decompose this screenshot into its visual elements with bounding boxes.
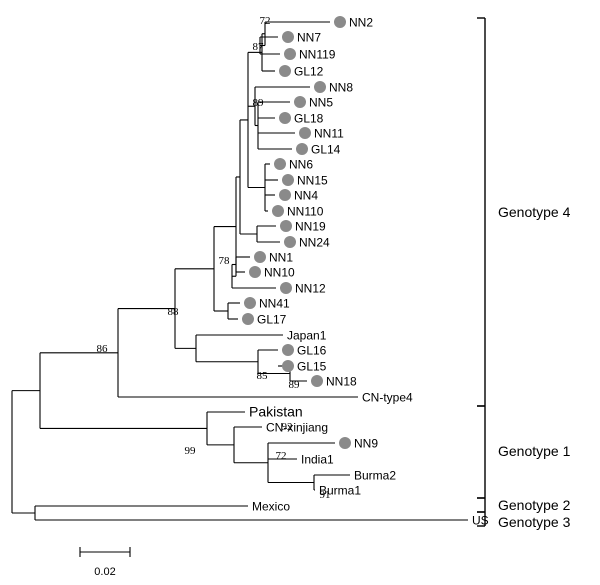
taxon-label: Burma2 <box>354 469 396 483</box>
taxon-label: NN12 <box>295 282 326 296</box>
scale-bar-label: 0.02 <box>94 566 115 578</box>
taxon-label: GL15 <box>297 360 327 374</box>
taxon-label: Japan1 <box>287 329 327 343</box>
bootstrap-value: 91 <box>320 489 331 501</box>
taxon-label: GL16 <box>297 344 327 358</box>
taxon-label: NN7 <box>297 31 321 45</box>
sample-marker-icon <box>294 96 306 108</box>
bootstrap-value: 92 <box>282 421 293 433</box>
scale-bar: 0.02 <box>79 547 131 578</box>
taxon-label: NN24 <box>299 236 330 250</box>
taxon-label: NN4 <box>294 189 318 203</box>
genotype-bracket: Genotype 2 <box>477 497 571 513</box>
sample-marker-icon <box>272 205 284 217</box>
sample-marker-icon <box>282 344 294 356</box>
bootstrap-value: 99 <box>185 445 197 457</box>
bootstrap-value: 87 <box>253 41 265 53</box>
taxon-label: NN2 <box>349 16 373 30</box>
sample-marker-icon <box>311 375 323 387</box>
taxon-label: NN41 <box>259 297 290 311</box>
tree-branches <box>11 21 468 521</box>
taxon-label: NN19 <box>295 220 326 234</box>
genotype-label: Genotype 4 <box>498 204 571 220</box>
sample-marker-icon <box>284 236 296 248</box>
bootstrap-value: 89 <box>253 97 265 109</box>
bootstrap-value: 86 <box>97 343 109 355</box>
sample-marker-icon <box>334 16 346 28</box>
taxon-label: NN1 <box>269 251 293 265</box>
sample-marker-icon <box>242 313 254 325</box>
sample-marker-icon <box>299 127 311 139</box>
sample-marker-icon <box>282 31 294 43</box>
genotype-bracket: Genotype 4 <box>477 17 571 407</box>
bootstrap-labels: 72 87 89 78 88 86 85 89 92 99 72 91 <box>97 15 331 501</box>
taxon-label: NN6 <box>289 158 313 172</box>
sample-marker-icon <box>280 220 292 232</box>
taxon-label: India1 <box>301 453 334 467</box>
taxon-label: Pakistan <box>249 404 303 420</box>
sample-marker-icon <box>339 437 351 449</box>
taxon-label: NN15 <box>297 174 328 188</box>
genotype-bracket: Genotype 3 <box>477 511 571 530</box>
sample-marker-icon <box>244 297 256 309</box>
taxon-label: GL17 <box>257 313 287 327</box>
taxon-label: NN11 <box>314 127 344 141</box>
taxon-label: GL12 <box>294 65 324 79</box>
sample-marker-icon <box>314 81 326 93</box>
bootstrap-value: 85 <box>257 370 269 382</box>
sample-marker-icon <box>296 143 308 155</box>
sample-marker-icon <box>274 158 286 170</box>
taxon-label: NN119 <box>299 48 336 62</box>
sample-markers <box>242 16 351 449</box>
taxon-label: Burma1 <box>319 484 361 498</box>
sample-marker-icon <box>279 112 291 124</box>
genotype-bracket: Genotype 1 <box>477 405 571 499</box>
bootstrap-value: 72 <box>260 15 271 27</box>
taxon-label: CN-type4 <box>362 391 413 405</box>
taxon-label: NN10 <box>264 266 295 280</box>
taxon-label: NN5 <box>309 96 333 110</box>
sample-marker-icon <box>282 174 294 186</box>
taxon-label: NN110 <box>287 205 324 219</box>
sample-marker-icon <box>282 360 294 372</box>
genotype-label: Genotype 2 <box>498 497 571 513</box>
taxon-label: NN8 <box>329 81 353 95</box>
bootstrap-value: 78 <box>219 255 231 267</box>
taxon-label: Mexico <box>252 500 290 514</box>
sample-marker-icon <box>280 282 292 294</box>
genotype-label: Genotype 1 <box>498 443 571 459</box>
sample-marker-icon <box>249 266 261 278</box>
taxon-label: GL18 <box>294 112 324 126</box>
bootstrap-value: 72 <box>276 450 287 462</box>
genotype-label: Genotype 3 <box>498 514 571 530</box>
taxon-label: NN9 <box>354 437 378 451</box>
sample-marker-icon <box>254 251 266 263</box>
sample-marker-icon <box>284 48 296 60</box>
taxon-label: NN18 <box>326 375 357 389</box>
bootstrap-value: 88 <box>168 306 180 318</box>
taxon-label: GL14 <box>311 143 341 157</box>
sample-marker-icon <box>279 65 291 77</box>
sample-marker-icon <box>279 189 291 201</box>
bootstrap-value: 89 <box>289 379 301 391</box>
taxon-label: CN-xinjiang <box>266 421 328 435</box>
